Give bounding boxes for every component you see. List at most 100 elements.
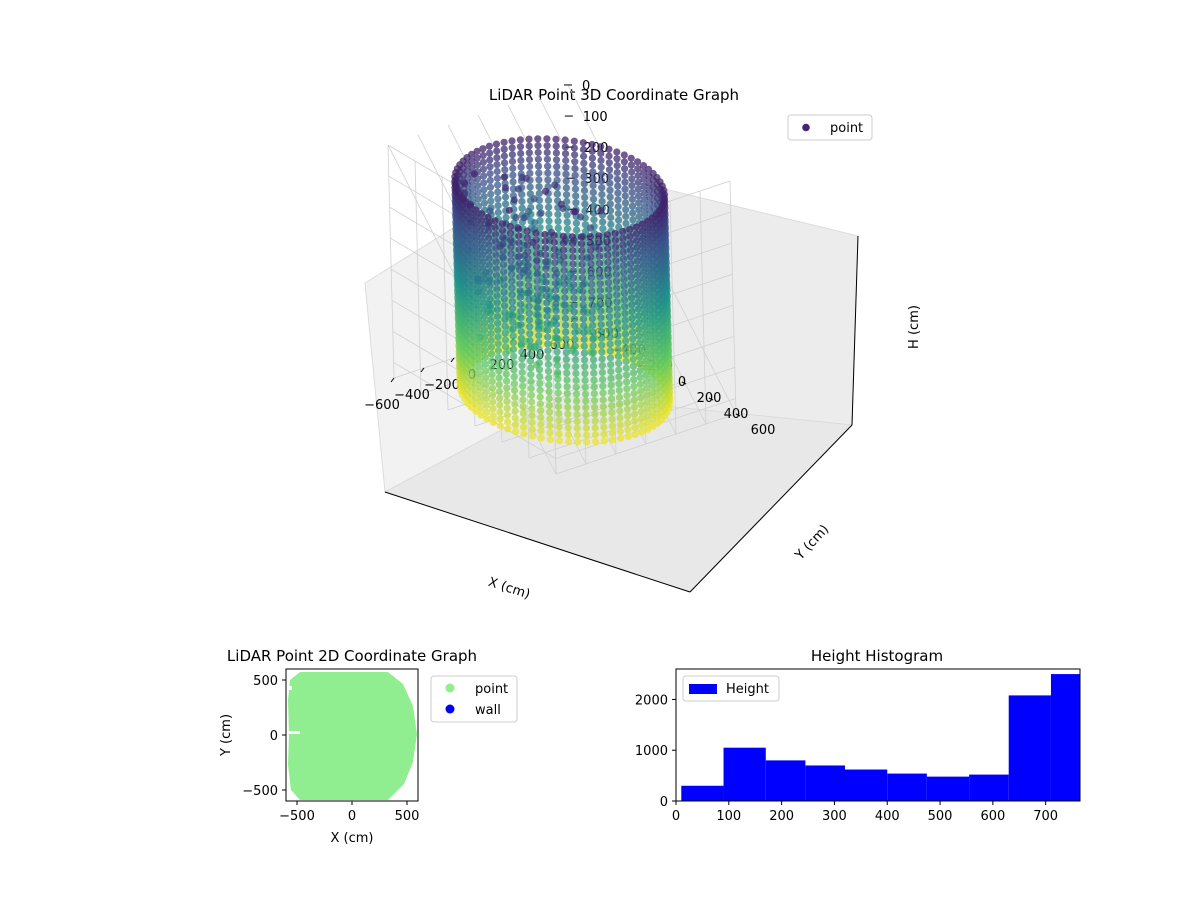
point-3d [598, 184, 606, 192]
point-3d [634, 185, 642, 193]
point-3d [626, 253, 635, 261]
x-tick-label-3d: −400 [394, 388, 430, 403]
point-3d [519, 396, 527, 404]
point-3d [578, 240, 586, 248]
point-3d [569, 274, 578, 282]
point-3d [523, 241, 532, 249]
point-3d [525, 295, 533, 304]
point-3d [509, 164, 517, 172]
x-tick-mark [420, 367, 425, 373]
point-3d [487, 190, 495, 198]
legend-label-point: point [830, 121, 863, 136]
point-3d [496, 394, 504, 402]
point-3d [485, 234, 493, 242]
point-3d [645, 279, 653, 287]
point-3d [487, 330, 495, 338]
point-3d [621, 192, 629, 200]
point-3d [533, 277, 541, 285]
point-3d [476, 384, 484, 392]
point-3d [581, 363, 589, 371]
point-3d [573, 226, 581, 234]
point-3d [478, 244, 487, 252]
point-3d [621, 323, 629, 331]
point-3d [620, 158, 629, 166]
point-3d [597, 321, 605, 329]
point-3d [489, 405, 497, 413]
point-3d [493, 154, 501, 162]
point-3d [589, 188, 597, 196]
point-3d [535, 352, 543, 360]
point-3d [560, 260, 568, 268]
point-3d [488, 350, 496, 358]
point-3d [501, 315, 509, 323]
point-3d [641, 336, 649, 345]
point-3d [607, 220, 615, 228]
point-3d [579, 139, 587, 147]
point-3d [485, 268, 494, 276]
point-3d [519, 403, 527, 411]
point-3d [563, 225, 572, 233]
point-3d [517, 314, 525, 322]
point-3d [541, 251, 550, 259]
point-3d [614, 332, 622, 340]
gap-notch-2 [286, 731, 300, 734]
point-3d [615, 216, 623, 224]
point-3d [500, 152, 508, 160]
point-3d [501, 309, 509, 317]
point-3d [518, 375, 527, 383]
point-3d [626, 239, 634, 247]
point-3d [486, 295, 494, 303]
point-3d [499, 233, 507, 241]
point-3d [479, 271, 487, 279]
point-3d [542, 187, 550, 195]
point-3d [613, 291, 621, 299]
plot-frame-hist [675, 668, 1081, 802]
point-3d [620, 275, 628, 283]
point-3d [638, 227, 647, 235]
point-3d [491, 223, 499, 232]
point-3d [563, 376, 571, 384]
point-3d [506, 222, 514, 231]
histogram-bar [681, 785, 724, 801]
point-3d [473, 154, 481, 162]
point-3d [491, 217, 499, 225]
point-3d [605, 166, 614, 174]
point-3d [632, 230, 641, 238]
point-3d [634, 305, 643, 313]
point-3d [553, 348, 561, 356]
point-3d [629, 355, 637, 363]
point-3d [467, 202, 475, 210]
point-3d [629, 348, 637, 357]
point-3d [552, 314, 560, 322]
point-3d [486, 207, 494, 215]
point-3d [588, 301, 596, 309]
point-3d [637, 394, 645, 402]
point-3d [565, 437, 573, 446]
point-3d [500, 274, 508, 282]
point-3d [553, 341, 561, 349]
point-3d [510, 366, 518, 374]
point-3d [476, 377, 484, 385]
point-3d [597, 149, 605, 158]
point-3d [628, 175, 636, 183]
point-3d [486, 275, 494, 283]
point-3d [518, 362, 526, 370]
histogram-title: Height Histogram [811, 647, 943, 665]
point-3d [499, 254, 507, 262]
point-3d [531, 219, 539, 227]
point-3d [612, 243, 620, 251]
legend-2d: point wall [430, 675, 518, 723]
point-3d [622, 337, 630, 345]
point-3d [616, 414, 624, 422]
point-3d [546, 422, 554, 430]
point-3d [639, 234, 647, 242]
point-3d [486, 163, 494, 171]
point-3d [628, 321, 636, 329]
point-3d [502, 343, 510, 351]
point-3d [560, 246, 568, 254]
point-3d [562, 342, 570, 350]
point-3d [628, 202, 637, 210]
point-3d [494, 333, 502, 341]
point-3d [518, 368, 526, 377]
point-3d [488, 384, 497, 392]
